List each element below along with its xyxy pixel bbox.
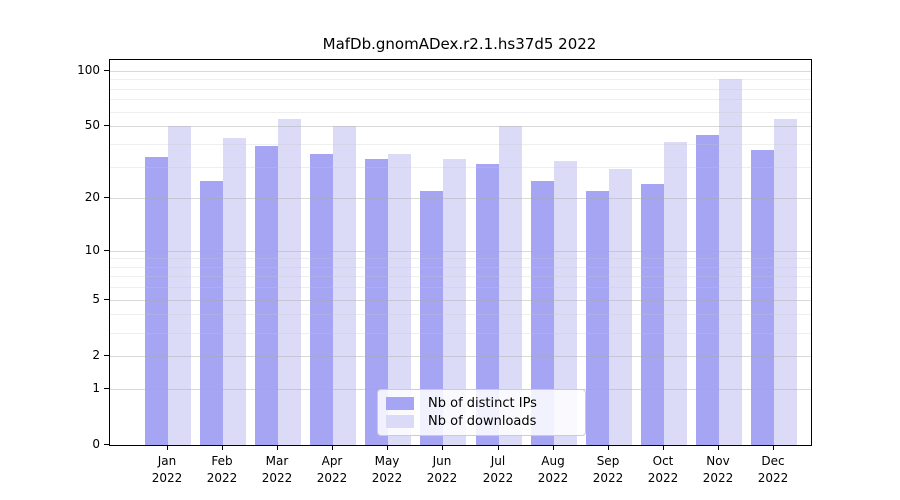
bar-downloads-nov bbox=[718, 79, 742, 445]
y-tick-label: 0 bbox=[92, 437, 100, 451]
x-tick-mark bbox=[773, 445, 774, 450]
gridline-30 bbox=[110, 167, 811, 168]
x-tick-mark bbox=[167, 445, 168, 450]
y-tick-label: 50 bbox=[84, 118, 100, 132]
gridline-8 bbox=[110, 267, 811, 268]
x-tick-mark bbox=[442, 445, 443, 450]
y-tick-mark bbox=[104, 444, 109, 445]
y-tick-mark bbox=[104, 299, 109, 300]
y-tick-mark bbox=[104, 388, 109, 389]
downloads-swatch-icon bbox=[386, 415, 414, 428]
bar-downloads-oct bbox=[663, 141, 687, 445]
x-tick-mark bbox=[277, 445, 278, 450]
plot-area bbox=[109, 59, 812, 446]
gridline-3 bbox=[110, 333, 811, 334]
x-tick-mark bbox=[387, 445, 388, 450]
x-tick-mark bbox=[332, 445, 333, 450]
x-tick-label-dec: Dec 2022 bbox=[757, 454, 789, 485]
y-tick-mark bbox=[104, 197, 109, 198]
y-tick-mark bbox=[104, 70, 109, 71]
gridline-4 bbox=[110, 314, 811, 315]
x-tick-label-apr: Apr 2022 bbox=[316, 454, 348, 485]
x-tick-label-jul: Jul 2022 bbox=[482, 454, 514, 485]
x-tick-label-mar: Mar 2022 bbox=[261, 454, 293, 485]
gridline-50 bbox=[110, 126, 811, 127]
x-tick-label-aug: Aug 2022 bbox=[537, 454, 569, 485]
x-tick-mark bbox=[663, 445, 664, 450]
legend: Nb of distinct IPs Nb of downloads bbox=[377, 389, 586, 436]
bar-distinct-ips-may bbox=[365, 159, 389, 445]
bar-downloads-jul bbox=[498, 126, 522, 445]
x-tick-label-jan: Jan 2022 bbox=[151, 454, 183, 485]
x-tick-mark bbox=[553, 445, 554, 450]
bar-distinct-ips-jun bbox=[420, 190, 444, 445]
gridline-6 bbox=[110, 287, 811, 288]
y-tick-label: 20 bbox=[84, 190, 100, 204]
x-tick-label-jun: Jun 2022 bbox=[426, 454, 458, 485]
y-tick-label: 2 bbox=[92, 348, 100, 362]
distinct-ips-swatch-icon bbox=[386, 397, 414, 410]
bar-distinct-ips-jul bbox=[475, 163, 499, 445]
bar-distinct-ips-jan bbox=[145, 156, 168, 445]
y-tick-mark bbox=[104, 355, 109, 356]
x-tick-mark bbox=[498, 445, 499, 450]
legend-entry-downloads: Nb of downloads bbox=[378, 414, 585, 429]
x-tick-mark bbox=[608, 445, 609, 450]
bar-distinct-ips-dec bbox=[750, 150, 774, 445]
bar-downloads-mar bbox=[278, 118, 302, 445]
x-tick-label-may: May 2022 bbox=[371, 454, 403, 485]
y-tick-label: 10 bbox=[84, 243, 100, 257]
bar-downloads-sep bbox=[608, 169, 632, 445]
gridline-5 bbox=[110, 300, 811, 301]
bar-downloads-dec bbox=[773, 118, 797, 445]
x-tick-label-oct: Oct 2022 bbox=[647, 454, 679, 485]
bar-distinct-ips-apr bbox=[310, 154, 334, 445]
y-tick-label: 5 bbox=[92, 292, 100, 306]
gridline-7 bbox=[110, 276, 811, 277]
chart-title: MafDb.gnomADex.r2.1.hs37d5 2022 bbox=[322, 35, 597, 53]
gridline-10 bbox=[110, 251, 811, 252]
gridline-80 bbox=[110, 89, 811, 90]
gridline-2 bbox=[110, 356, 811, 357]
x-tick-mark bbox=[718, 445, 719, 450]
x-tick-label-sep: Sep 2022 bbox=[592, 454, 624, 485]
gridline-90 bbox=[110, 79, 811, 80]
gridline-60 bbox=[110, 112, 811, 113]
y-tick-mark bbox=[104, 250, 109, 251]
gridline-20 bbox=[110, 198, 811, 199]
legend-label-downloads: Nb of downloads bbox=[428, 414, 537, 429]
bar-downloads-feb bbox=[223, 138, 247, 445]
legend-entry-distinct-ips: Nb of distinct IPs bbox=[378, 396, 585, 411]
bar-downloads-jan bbox=[168, 126, 191, 445]
y-tick-label: 1 bbox=[92, 381, 100, 395]
x-tick-label-nov: Nov 2022 bbox=[702, 454, 734, 485]
bar-distinct-ips-oct bbox=[640, 183, 664, 445]
gridline-70 bbox=[110, 99, 811, 100]
bar-distinct-ips-sep bbox=[585, 190, 609, 445]
legend-label-distinct-ips: Nb of distinct IPs bbox=[428, 396, 537, 411]
bar-downloads-jun bbox=[443, 159, 467, 445]
gridline-9 bbox=[110, 258, 811, 259]
gridline-40 bbox=[110, 144, 811, 145]
x-tick-mark bbox=[222, 445, 223, 450]
gridline-100 bbox=[110, 71, 811, 72]
bar-distinct-ips-aug bbox=[530, 180, 554, 445]
y-tick-mark bbox=[104, 125, 109, 126]
bar-distinct-ips-mar bbox=[255, 145, 279, 445]
bar-distinct-ips-nov bbox=[695, 134, 719, 445]
bar-distinct-ips-feb bbox=[200, 180, 224, 445]
bar-downloads-may bbox=[388, 154, 412, 445]
bar-downloads-aug bbox=[553, 161, 577, 445]
y-tick-label: 100 bbox=[77, 63, 100, 77]
bar-downloads-apr bbox=[333, 126, 357, 445]
x-tick-label-feb: Feb 2022 bbox=[206, 454, 238, 485]
